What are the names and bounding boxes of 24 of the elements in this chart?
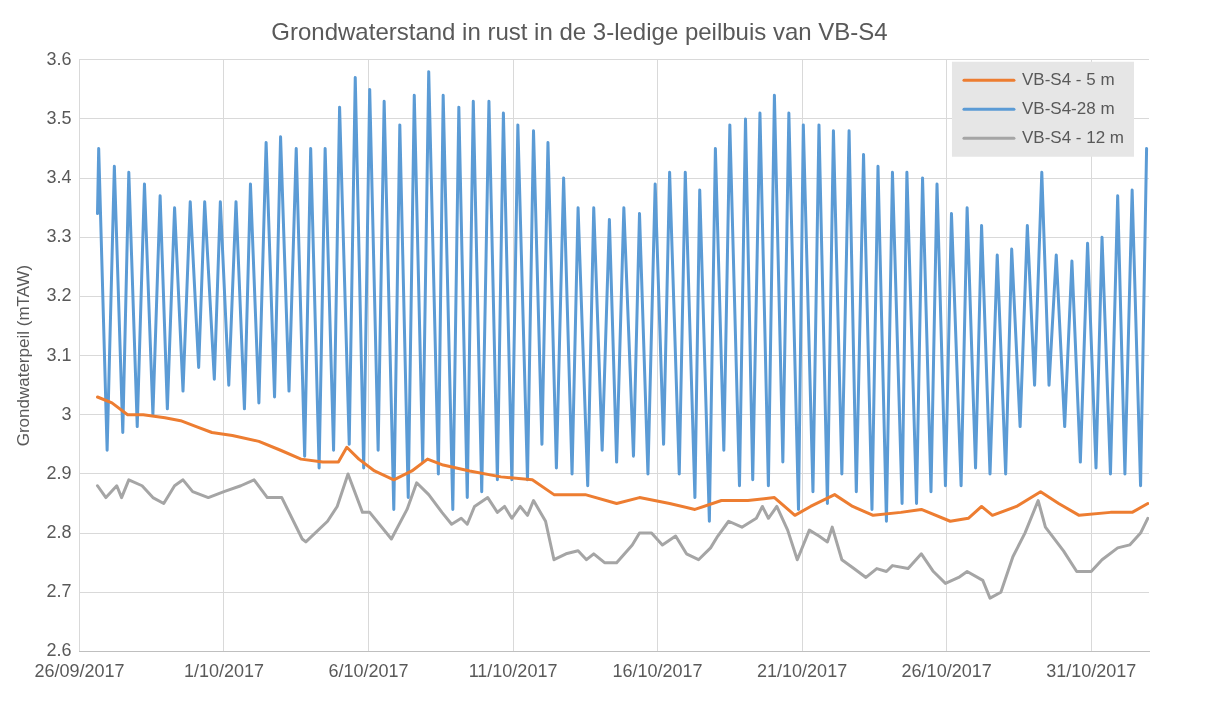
y-tick-label: 2.6 [46, 640, 72, 661]
y-tick-label: 3.2 [46, 285, 72, 306]
legend-label: VB-S4 - 12 m [1021, 127, 1125, 147]
x-tick-label: 31/10/2017 [1046, 661, 1137, 682]
y-tick-label: 3.5 [46, 107, 72, 128]
y-tick-label: 3.4 [46, 167, 72, 188]
x-tick-label: 6/10/2017 [328, 661, 409, 682]
x-tick-label: 26/10/2017 [901, 661, 992, 682]
legend-label: VB-S4-28 m [1021, 98, 1115, 118]
y-tick-label: 3.6 [46, 48, 72, 69]
y-axis-title: Grondwaterpeil (mTAW) [13, 264, 33, 447]
legend-label: VB-S4 - 5 m [1021, 69, 1115, 89]
x-tick-label: 11/10/2017 [468, 661, 558, 682]
x-tick-label: 1/10/2017 [183, 661, 264, 682]
y-tick-label: 3 [61, 403, 72, 424]
chart-title: Grondwaterstand in rust in de 3-ledige peilbuis van VB-S4 [271, 18, 888, 46]
x-tick-label: 16/10/2017 [612, 661, 703, 682]
y-tick-label: 2.8 [46, 522, 72, 543]
y-tick-label: 3.1 [46, 344, 72, 365]
y-tick-label: 2.9 [46, 462, 72, 483]
y-tick-label: 3.3 [46, 226, 72, 247]
x-tick-label: 26/09/2017 [34, 661, 125, 682]
x-tick-label: 21/10/2017 [757, 661, 848, 682]
y-tick-label: 2.7 [46, 581, 72, 602]
